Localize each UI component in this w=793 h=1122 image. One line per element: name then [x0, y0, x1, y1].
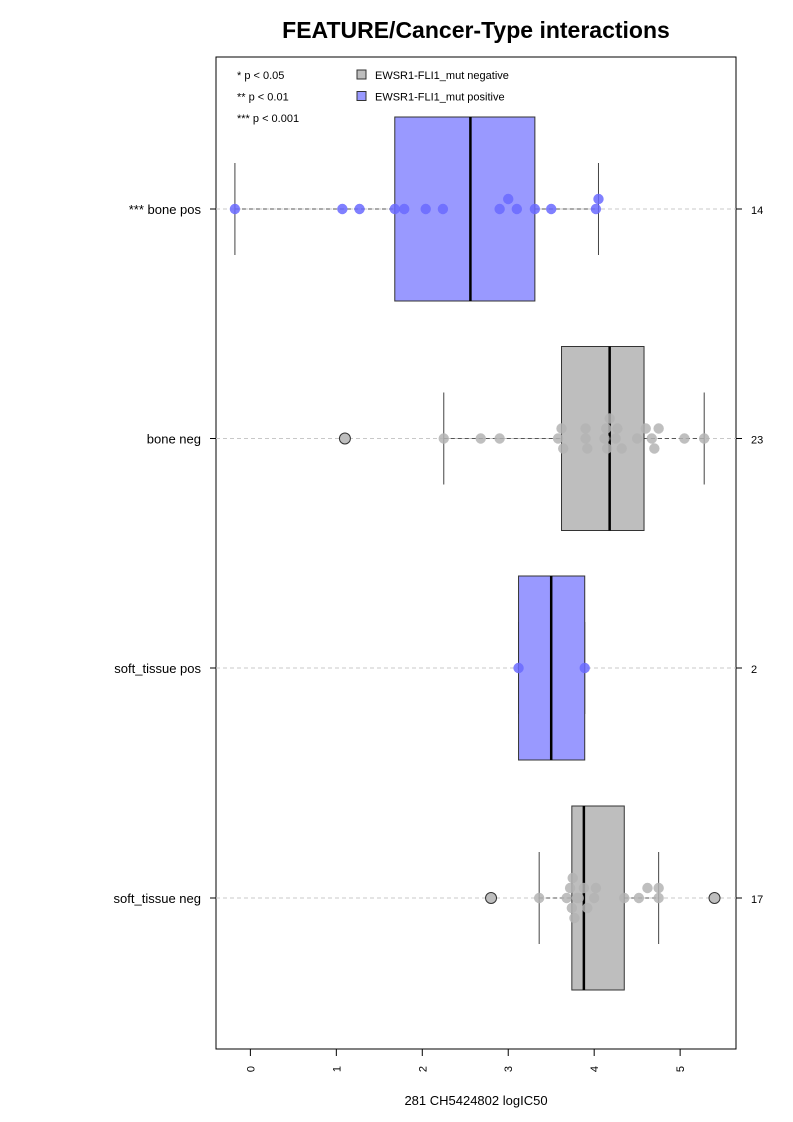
- group-labels: *** bone pos 14 bone neg 23 soft_tissue pos 2…: [114, 202, 764, 906]
- data-point: [653, 892, 664, 904]
- box: [394, 116, 536, 302]
- data-point: [494, 203, 505, 215]
- count-label: 14: [751, 205, 763, 217]
- data-point: [601, 443, 613, 454]
- x-axis: 0 1 2 3 4 5: [245, 1049, 687, 1072]
- data-point: [399, 203, 410, 215]
- data-point: [337, 203, 348, 215]
- group-label: soft_tissue pos: [114, 661, 201, 676]
- data-point: [569, 912, 580, 924]
- data-point: [616, 443, 627, 454]
- data-point: [653, 423, 664, 434]
- count-label: 17: [751, 894, 763, 906]
- data-point: [578, 882, 590, 894]
- data-point: [513, 662, 524, 674]
- plot-frame: [215, 56, 737, 1050]
- legend-swatch: [356, 69, 367, 80]
- data-point: [649, 443, 660, 454]
- data-point: [503, 193, 514, 205]
- data-point: [604, 413, 615, 424]
- x-tick-label: 3: [503, 1066, 515, 1072]
- data-point: [533, 892, 545, 904]
- data-point: [582, 443, 593, 454]
- legend-swatch: [356, 91, 367, 101]
- significance-legend-entry: *** p < 0.001: [237, 113, 299, 125]
- data-point: [590, 203, 602, 215]
- outlier-point: [708, 892, 721, 904]
- data-point: [588, 892, 600, 904]
- legend-label: EWSR1-FLI1_mut negative: [375, 70, 509, 82]
- data-point: [580, 433, 591, 444]
- data-point: [529, 203, 541, 215]
- data-point: [653, 882, 664, 894]
- data-point: [494, 433, 505, 444]
- data-point: [698, 433, 710, 444]
- data-point: [564, 882, 576, 894]
- group-label: bone neg: [147, 432, 201, 447]
- data-point: [389, 203, 400, 215]
- data-point: [552, 433, 564, 444]
- x-axis-label: 281 CH5424802 logIC50: [404, 1093, 547, 1108]
- data-point: [582, 902, 593, 914]
- data-point: [556, 423, 567, 434]
- data-point: [633, 892, 645, 904]
- data-point: [599, 433, 610, 444]
- significance-legend-entry: * p < 0.05: [237, 70, 284, 82]
- data-point: [573, 892, 584, 904]
- data-point: [640, 423, 651, 434]
- outlier-point: [485, 892, 498, 904]
- data-point: [590, 882, 602, 894]
- x-tick-label: 0: [245, 1066, 257, 1072]
- data-point: [679, 433, 690, 444]
- data-point: [610, 433, 621, 444]
- chart-title: FEATURE/Cancer-Type interactions: [282, 17, 670, 43]
- group-label: soft_tissue neg: [114, 891, 201, 906]
- x-tick-label: 1: [331, 1066, 343, 1072]
- data-point: [646, 433, 657, 444]
- data-point: [619, 892, 630, 904]
- data-point: [567, 872, 578, 884]
- data-point: [593, 193, 604, 205]
- x-tick-label: 2: [417, 1066, 429, 1072]
- significance-legend-entry: ** p < 0.01: [237, 92, 289, 104]
- data-point: [580, 423, 591, 434]
- count-label: 2: [751, 664, 757, 676]
- data-point: [546, 203, 557, 215]
- outlier-point: [338, 432, 351, 445]
- data-point: [229, 203, 241, 215]
- count-label: 23: [751, 435, 763, 447]
- group-label: *** bone pos: [129, 202, 202, 217]
- data-point: [601, 423, 612, 434]
- data-point: [642, 882, 653, 894]
- data-point: [438, 433, 449, 444]
- data-point: [437, 203, 449, 215]
- data-point: [612, 423, 623, 434]
- data-point: [475, 433, 486, 444]
- data-point: [566, 902, 578, 914]
- data-point: [511, 203, 523, 215]
- grid-lines: [216, 208, 736, 899]
- x-tick-label: 5: [675, 1066, 687, 1072]
- boxes: [234, 116, 705, 991]
- x-tick-label: 4: [589, 1066, 601, 1072]
- data-points: [229, 193, 721, 924]
- data-point: [561, 892, 572, 904]
- data-point: [420, 203, 431, 215]
- data-point: [631, 433, 643, 444]
- legend: * p < 0.05 ** p < 0.01 *** p < 0.001 EWSR1-…: [237, 69, 509, 125]
- data-point: [579, 662, 590, 674]
- data-point: [354, 203, 365, 215]
- legend-label: EWSR1-FLI1_mut positive: [375, 92, 505, 104]
- data-point: [558, 443, 569, 454]
